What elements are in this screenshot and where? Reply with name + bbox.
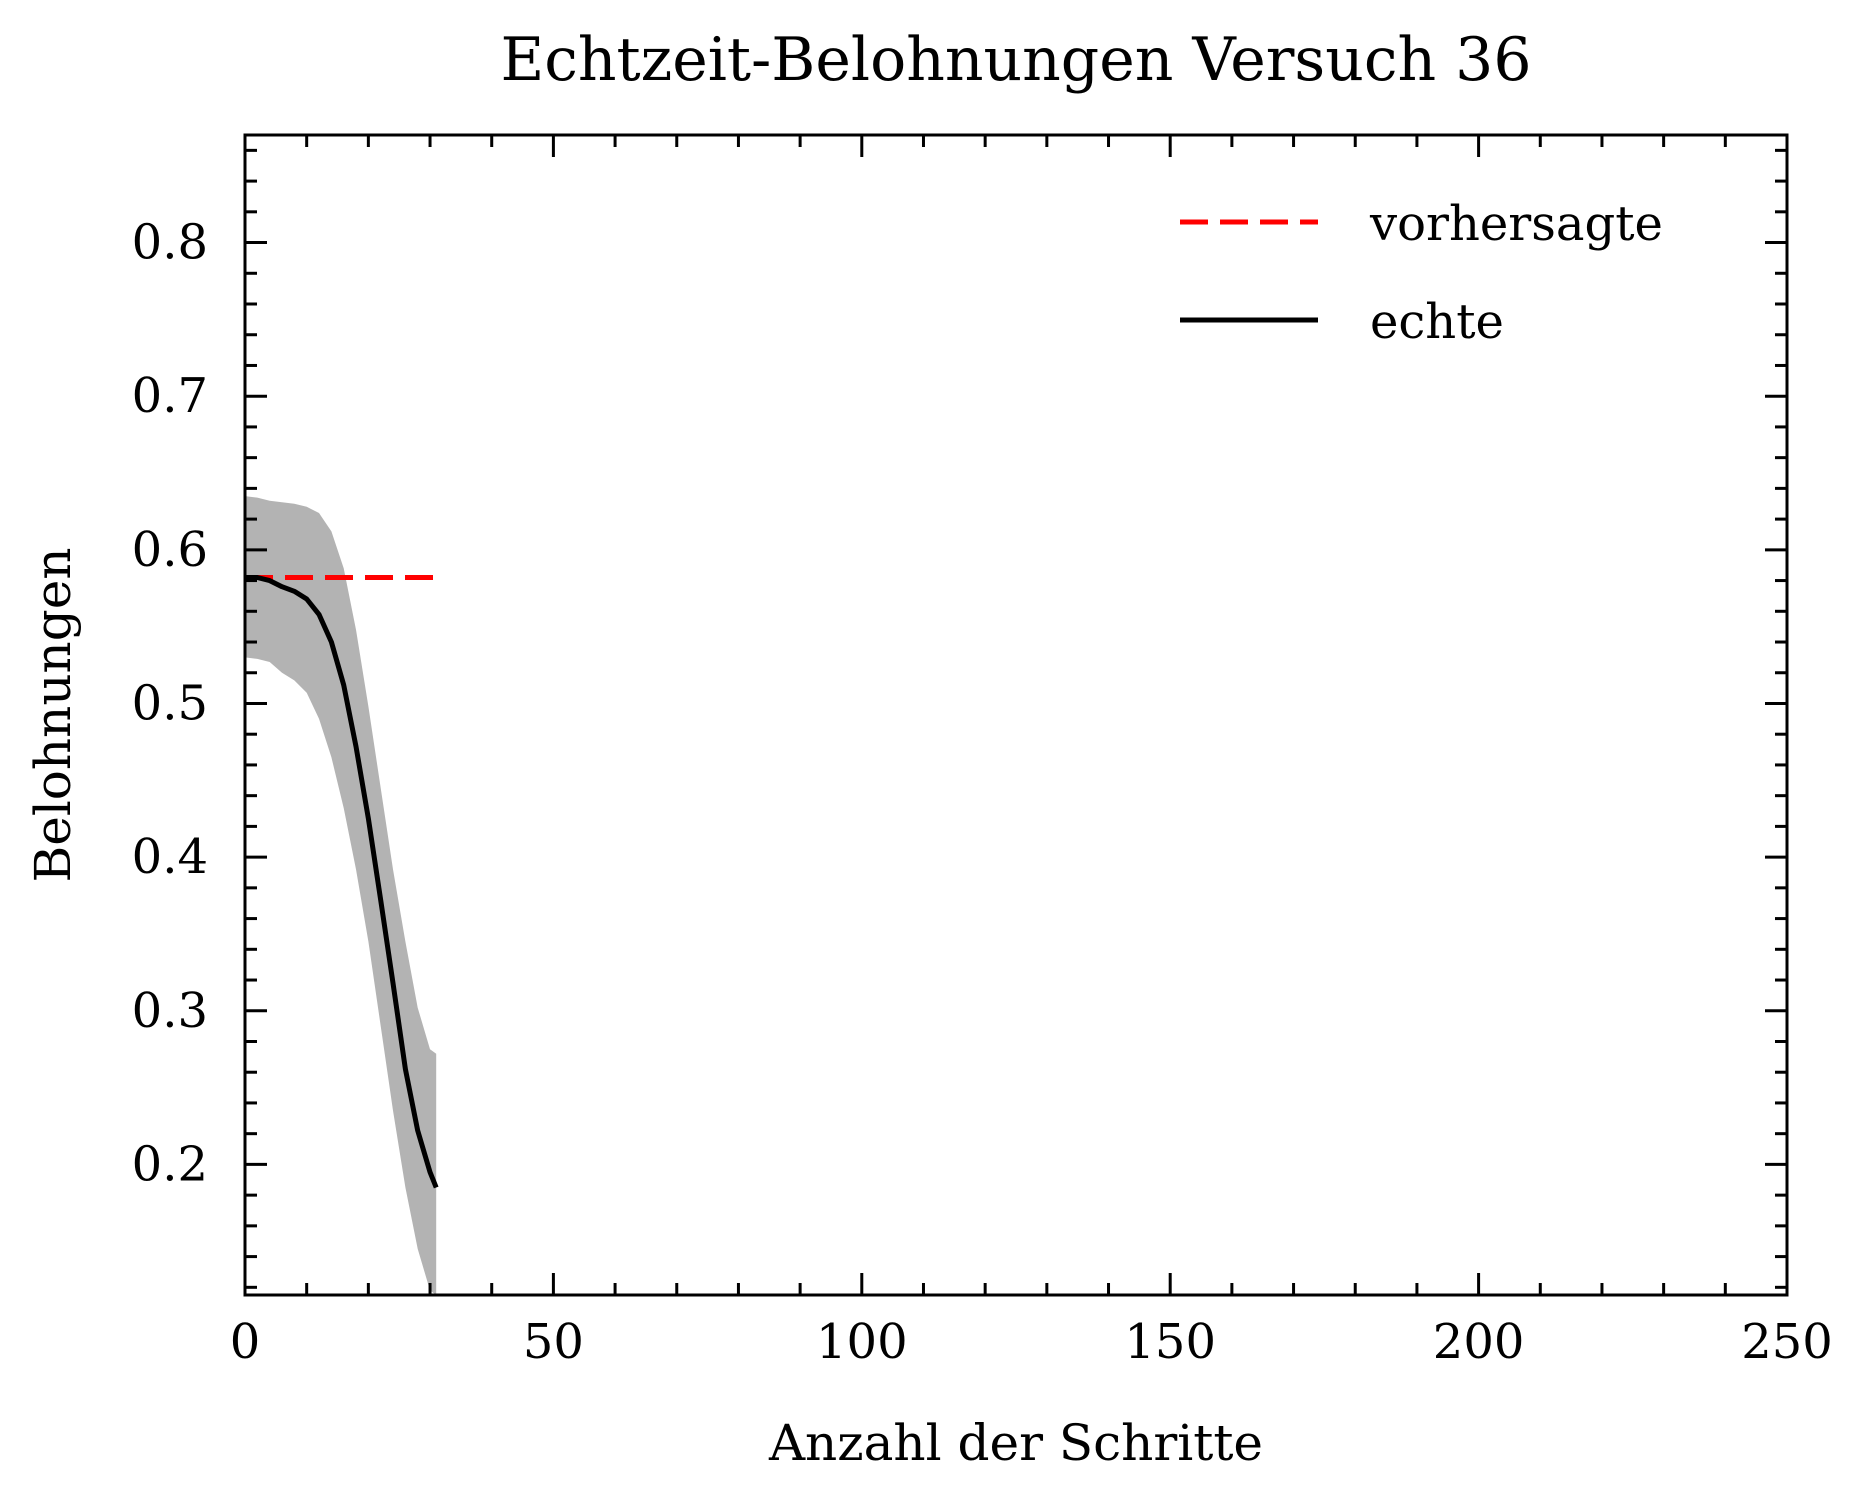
legend: vorhersagte echte: [1180, 196, 1663, 350]
series-line-echte: [245, 575, 439, 1189]
y-tick-label: 0.4: [132, 829, 208, 885]
x-tick-labels: 0 50 100 150 200 250: [230, 1314, 1833, 1370]
y-axis-label: Belohnungen: [24, 547, 82, 882]
chart-title: Echtzeit-Belohnungen Versuch 36: [500, 25, 1531, 95]
legend-label-echte: echte: [1370, 294, 1504, 350]
y-tick-label: 0.5: [132, 675, 208, 731]
x-tick-label: 150: [1124, 1314, 1216, 1370]
x-tick-label: 200: [1433, 1314, 1525, 1370]
x-tick-label: 0: [230, 1314, 261, 1370]
x-tick-label: 100: [816, 1314, 908, 1370]
x-tick-label: 250: [1741, 1314, 1833, 1370]
y-tick-labels: 0.2 0.3 0.4 0.5 0.6 0.7 0.8: [132, 215, 208, 1193]
confidence-band: [245, 496, 437, 1296]
y-tick-label: 0.2: [132, 1136, 208, 1192]
y-tick-label: 0.8: [132, 215, 208, 271]
band-area: [245, 496, 437, 1296]
plot-frame: [243, 133, 1789, 1297]
axis-ticks: [243, 135, 1789, 1295]
y-tick-label: 0.3: [132, 983, 208, 1039]
y-tick-label: 0.6: [132, 522, 208, 578]
series-group: [245, 575, 439, 1189]
legend-label-vorhersagte: vorhersagte: [1369, 196, 1663, 252]
x-tick-label: 50: [523, 1314, 584, 1370]
x-axis-label: Anzahl der Schritte: [768, 1414, 1263, 1472]
y-tick-label: 0.7: [132, 368, 208, 424]
